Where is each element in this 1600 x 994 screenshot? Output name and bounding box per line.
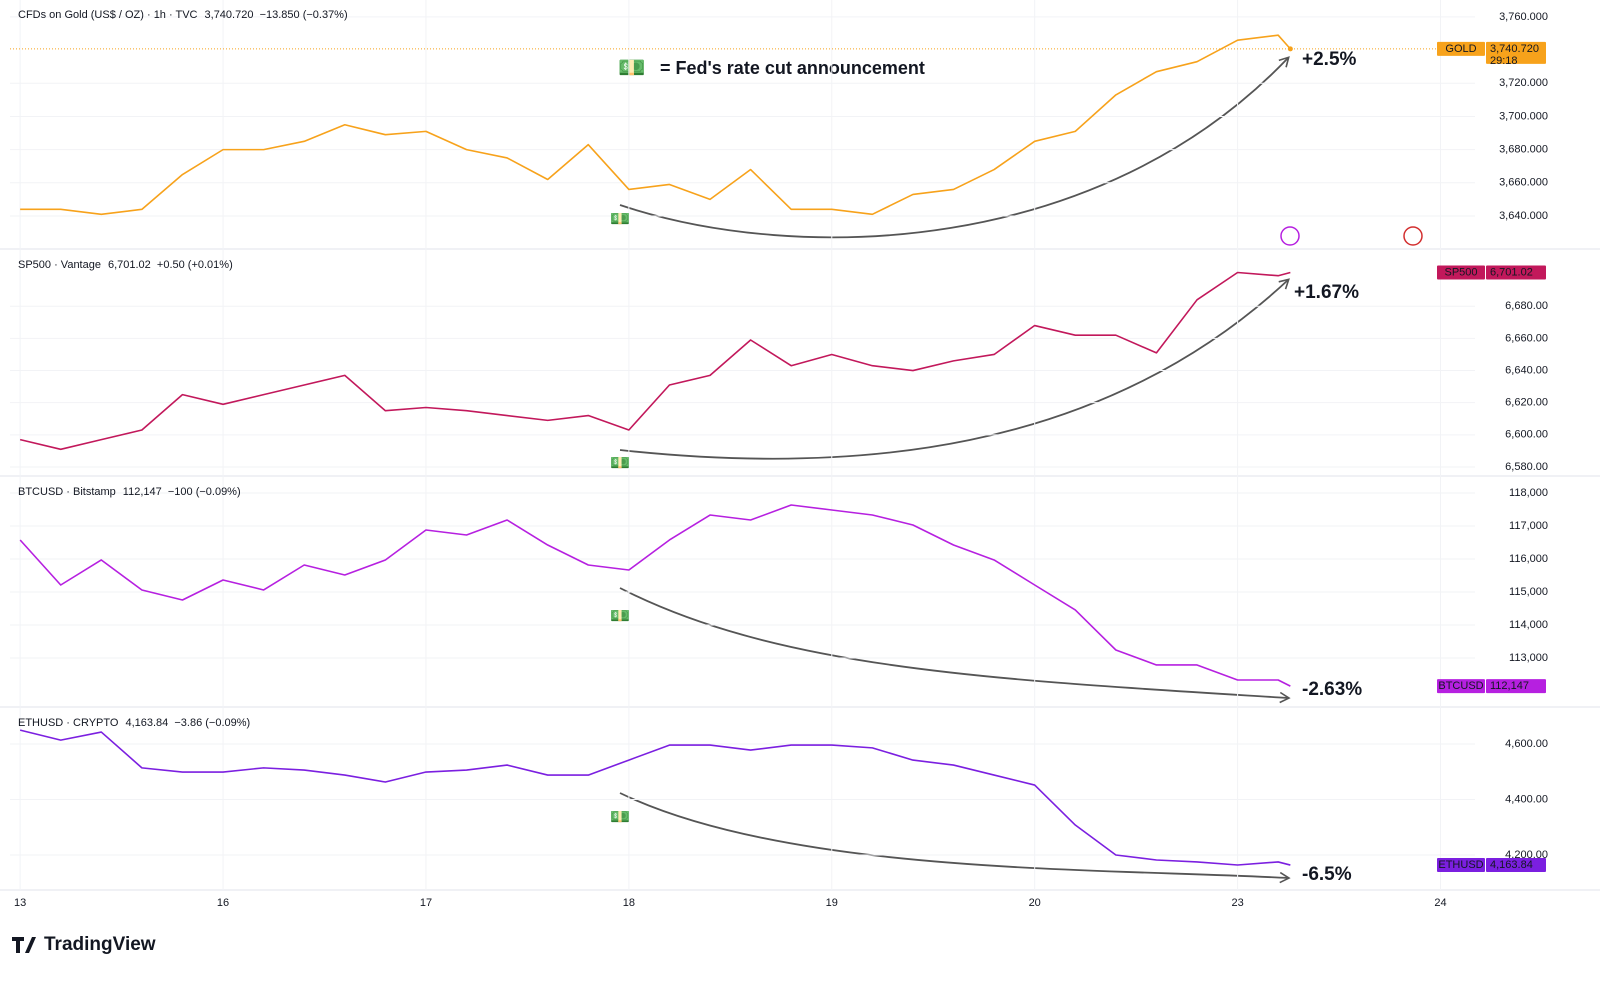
event-icon: 💵 (610, 809, 630, 826)
series-quote: 6,701.02 +0.50 (+0.01%) (108, 259, 233, 271)
event-icon: 💵 (610, 455, 630, 472)
series-quote: 3,740.720 −13.850 (−0.37%) (205, 9, 348, 21)
change-label: +1.67% (1294, 282, 1359, 303)
y-tick-label: 3,720.000 (1499, 77, 1548, 89)
series-name: ETHUSD · CRYPTO (18, 717, 119, 729)
y-tick-label: 6,640.00 (1505, 364, 1548, 376)
countdown: 29:18 (1490, 55, 1518, 67)
x-tick-label: 19 (826, 897, 838, 909)
y-tick-label: 3,660.000 (1499, 177, 1548, 189)
symbol: SP500 (1444, 266, 1477, 278)
x-tick-label: 23 (1231, 897, 1243, 909)
event-icons-decor (1280, 226, 1423, 246)
x-tick-label: 24 (1434, 897, 1446, 909)
note-icon: 💵 (618, 55, 645, 80)
price-line (19, 729, 1291, 866)
event-icon: 💵 (610, 608, 630, 625)
grid (10, 0, 1475, 890)
series-name: CFDs on Gold (US$ / OZ) · 1h · TVC (18, 9, 198, 21)
logo: TradingView (12, 934, 156, 955)
y-tick-label: 3,640.000 (1499, 210, 1548, 222)
price-badge (1486, 858, 1546, 873)
arrows (619, 56, 1291, 884)
last-price: 4,163.84 (1490, 859, 1533, 871)
last-point (1287, 46, 1293, 52)
series-quote: 4,163.84 −3.86 (−0.09%) (125, 717, 250, 729)
y-tick-label: 6,660.00 (1505, 332, 1548, 344)
price-badge (1486, 679, 1546, 694)
y-tick-label: 114,000 (1509, 619, 1548, 631)
symbol-badge (1437, 858, 1485, 873)
separators (0, 248, 1600, 891)
series-name: SP500 · Vantage (18, 259, 101, 271)
y-tick-label: 116,000 (1509, 553, 1548, 565)
price-line (20, 34, 1291, 216)
y-tick-label: 3,760.000 (1499, 11, 1548, 23)
x-tick-label: 16 (217, 897, 229, 909)
y-tick-label: 113,000 (1509, 652, 1548, 664)
change-label: +2.5% (1302, 49, 1357, 70)
price-line (19, 271, 1291, 451)
last-price: 3,740.720 (1490, 43, 1539, 55)
event-icon: 💵 (610, 211, 630, 228)
x-tick-label: 18 (623, 897, 635, 909)
y-tick-label: 118,000 (1509, 487, 1548, 499)
symbol-badge (1437, 41, 1485, 56)
last-price: 6,701.02 (1490, 266, 1533, 278)
symbol-badge (1437, 679, 1485, 694)
price-badge (1486, 265, 1546, 280)
symbol-badge (1437, 265, 1485, 280)
y-tick-label: 6,680.00 (1505, 300, 1548, 312)
symbol: ETHUSD (1438, 859, 1483, 871)
y-tick-label: 6,580.00 (1505, 461, 1548, 473)
y-tick-label: 115,000 (1509, 586, 1548, 598)
x-tick-label: 13 (14, 897, 26, 909)
symbol: BTCUSD (1438, 680, 1483, 692)
x-tick-label: 17 (420, 897, 432, 909)
price-line (19, 504, 1291, 687)
series-quote: 112,147 −100 (−0.09%) (123, 486, 241, 498)
y-tick-label: 4,200.00 (1505, 849, 1548, 861)
y-tick-label: 3,680.000 (1499, 144, 1548, 156)
y-tick-label: 6,600.00 (1505, 429, 1548, 441)
change-label: -6.5% (1302, 864, 1352, 885)
note: = Fed's rate cut announcement (660, 58, 925, 78)
y-tick-label: 117,000 (1509, 520, 1548, 532)
y-tick-label: 4,400.00 (1505, 793, 1548, 805)
change-label: -2.63% (1302, 679, 1362, 700)
series-name: BTCUSD · Bitstamp (18, 486, 116, 498)
brand: TradingView (44, 934, 156, 955)
last-price: 112,147 (1490, 680, 1529, 692)
y-tick-label: 6,620.00 (1505, 397, 1548, 409)
price-badge (1486, 41, 1546, 64)
y-tick-label: 4,600.00 (1505, 738, 1548, 750)
x-tick-label: 20 (1029, 897, 1041, 909)
y-tick-label: 3,700.000 (1499, 110, 1548, 122)
symbol: GOLD (1445, 43, 1476, 55)
